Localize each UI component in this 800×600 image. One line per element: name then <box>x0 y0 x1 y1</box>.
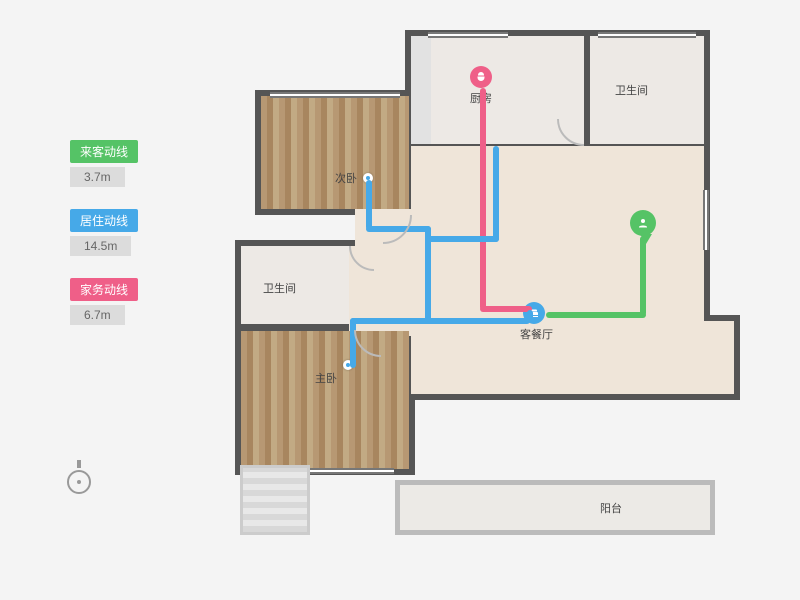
room-living <box>411 146 704 394</box>
window <box>428 32 508 38</box>
legend-value-visitor: 3.7m <box>70 167 125 187</box>
room-bedroom2 <box>261 96 409 209</box>
room-kitchen <box>411 36 584 144</box>
label-bedroom2: 次卧 <box>335 170 357 186</box>
window <box>598 32 696 38</box>
ac-unit <box>240 465 310 535</box>
node-kitchen <box>470 66 492 88</box>
legend-item-resident: 居住动线 14.5m <box>70 209 138 256</box>
label-bath2: 卫生间 <box>615 82 648 98</box>
window <box>270 92 400 98</box>
room-living-bump <box>666 321 734 394</box>
flow-res-v-down <box>350 318 356 368</box>
flow-chores-h <box>480 306 532 312</box>
legend-value-chores: 6.7m <box>70 305 125 325</box>
legend-item-visitor: 来客动线 3.7m <box>70 140 138 187</box>
flow-visitor-v <box>640 236 646 316</box>
legend: 来客动线 3.7m 居住动线 14.5m 家务动线 6.7m <box>70 140 138 347</box>
wall <box>584 36 590 144</box>
flow-res-v-main <box>493 146 499 242</box>
flow-res-h1 <box>350 318 530 324</box>
flow-res-from-living <box>527 310 533 322</box>
legend-label-chores: 家务动线 <box>70 278 138 301</box>
flow-visitor-h <box>546 312 646 318</box>
room-balcony <box>395 480 715 535</box>
node-entry <box>630 210 656 236</box>
legend-label-visitor: 来客动线 <box>70 140 138 163</box>
label-bedroom1: 主卧 <box>315 370 337 386</box>
counter <box>411 36 431 144</box>
flow-chores-v <box>480 88 486 310</box>
flow-res-h-main <box>425 236 499 242</box>
flow-res-v-up2 <box>366 180 372 230</box>
label-bath1: 卫生间 <box>263 280 296 296</box>
room-bedroom1 <box>241 331 409 469</box>
floor-plan: 卫生间 厨房 次卧 卫生间 主卧 阳台 客餐厅 <box>200 30 760 570</box>
legend-value-resident: 14.5m <box>70 236 131 256</box>
legend-label-resident: 居住动线 <box>70 209 138 232</box>
flow-res-h2 <box>366 226 431 232</box>
compass-icon <box>64 460 94 496</box>
label-living: 客餐厅 <box>520 326 553 342</box>
label-balcony: 阳台 <box>600 500 622 516</box>
window <box>703 190 709 250</box>
legend-item-chores: 家务动线 6.7m <box>70 278 138 325</box>
